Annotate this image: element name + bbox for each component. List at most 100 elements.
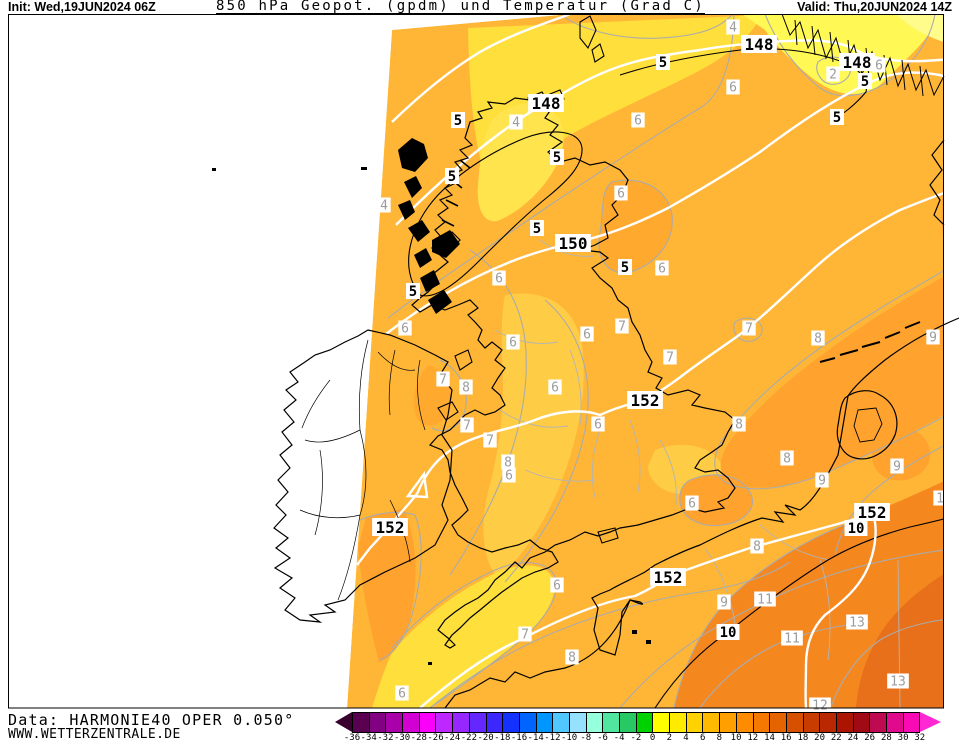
svg-text:9: 9 xyxy=(929,331,937,346)
colorbar-cell xyxy=(369,713,387,732)
temperature-fill-layer xyxy=(347,14,944,708)
map-frame xyxy=(8,14,944,709)
header: Init: Wed,19JUN2024 06Z 850 hPa Geopot. … xyxy=(0,0,959,14)
colorbar-cell xyxy=(636,713,654,732)
temperature-label-minor: 6 xyxy=(550,577,564,594)
svg-text:7: 7 xyxy=(463,419,471,434)
data-source-label: Data: HARMONIE40 OPER 0.050° xyxy=(8,711,295,729)
svg-text:8: 8 xyxy=(462,381,470,396)
colorbar-tick: 4 xyxy=(683,733,689,741)
svg-text:11: 11 xyxy=(757,593,773,608)
temperature-label-major: 10 xyxy=(716,624,740,641)
geopotential-label: 148 xyxy=(528,94,564,113)
svg-text:8: 8 xyxy=(504,456,512,471)
svg-text:5: 5 xyxy=(833,110,841,126)
colorbar-cell xyxy=(836,713,854,732)
colorbar-tick: 0 xyxy=(649,733,656,741)
temperature-label-minor: 8 xyxy=(565,649,579,666)
temperature-label-minor: 13 xyxy=(846,614,868,631)
colorbar-cell xyxy=(653,713,671,732)
admin-borders-layer xyxy=(494,239,901,709)
svg-text:5: 5 xyxy=(409,284,417,300)
temperature-label-minor: 6 xyxy=(548,379,562,396)
svg-text:5: 5 xyxy=(621,260,629,276)
svg-text:1: 1 xyxy=(936,492,944,507)
colorbar-tick: -18 xyxy=(494,733,511,741)
colorbar-tick: -30 xyxy=(393,733,411,741)
colorbar-tick: -6 xyxy=(597,733,608,741)
colorbar-tick: -12 xyxy=(544,733,561,741)
colorbar-tick: -4 xyxy=(613,733,625,741)
colorbar-cell xyxy=(403,713,420,732)
temperature-label-minor: 6 xyxy=(506,334,520,351)
map-labels-layer: 148 148 148 150 152 152 152 152 5 5 5 5 5 5 5 5 5 10 10 4 4 4… xyxy=(372,19,947,714)
svg-text:10: 10 xyxy=(720,625,737,641)
svg-text:4: 4 xyxy=(512,116,520,131)
temperature-contours-minor-layer xyxy=(359,14,944,708)
colorbar-tick: 14 xyxy=(764,733,775,741)
colorbar-cell xyxy=(386,713,404,732)
temperature-label-minor: 7 xyxy=(460,417,474,434)
temperature-label-minor: 9 xyxy=(717,594,731,611)
colorbar-cell xyxy=(803,713,821,732)
map-title: 850 hPa Geopot. (gpdm) und Temperatur (G… xyxy=(216,0,705,14)
colorbar-cell xyxy=(853,713,871,732)
colorbar-tick: -10 xyxy=(560,733,578,741)
colorbar-cell xyxy=(670,713,687,732)
svg-text:6: 6 xyxy=(875,59,883,74)
temperature-label-major: 5 xyxy=(550,149,564,166)
temperature-contours-major-layer xyxy=(408,48,944,708)
temperature-label-minor: 6 xyxy=(492,270,506,287)
svg-text:4: 4 xyxy=(729,21,737,36)
svg-text:6: 6 xyxy=(658,262,666,277)
temperature-label-minor: 4 xyxy=(377,197,391,214)
temperature-label-major: 5 xyxy=(451,112,465,129)
svg-text:11: 11 xyxy=(784,632,800,647)
ireland-borders-layer xyxy=(299,339,426,601)
svg-text:6: 6 xyxy=(401,322,409,337)
temperature-label-minor: 12 xyxy=(809,697,831,714)
temperature-label-minor: 9 xyxy=(815,472,829,489)
svg-text:152: 152 xyxy=(376,518,405,537)
colorbar-tick: 6 xyxy=(699,733,706,741)
svg-text:6: 6 xyxy=(553,579,561,594)
colorbar-cell xyxy=(469,713,487,732)
valid-time-label: Valid: Thu,20JUN2024 14Z xyxy=(797,0,952,14)
colorbar-cell xyxy=(436,713,454,732)
svg-text:5: 5 xyxy=(659,55,667,71)
colorbar-tick: -2 xyxy=(630,733,642,741)
temperature-label-minor: 8 xyxy=(780,450,794,467)
colorbar-tick: -16 xyxy=(510,733,528,741)
svg-text:148: 148 xyxy=(532,94,561,113)
svg-text:5: 5 xyxy=(448,169,456,185)
svg-text:152: 152 xyxy=(858,503,887,522)
temperature-label-minor: 6 xyxy=(395,685,409,702)
temperature-label-minor: 4 xyxy=(726,19,740,36)
colorbar-tick: 16 xyxy=(780,733,792,741)
temperature-label-minor: 11 xyxy=(754,591,776,608)
temperature-label-minor: 7 xyxy=(742,320,756,337)
temperature-label-minor: 8 xyxy=(750,538,764,555)
colorbar-tick: -20 xyxy=(477,733,494,741)
colorbar-tick: 24 xyxy=(847,733,859,741)
temperature-label-major: 5 xyxy=(530,220,544,237)
temperature-label-minor: 8 xyxy=(501,454,515,471)
svg-text:7: 7 xyxy=(618,320,626,335)
colorbar-cell xyxy=(536,713,554,732)
temperature-label-minor: 7 xyxy=(518,626,532,643)
geopotential-label: 148 xyxy=(741,35,777,54)
temperature-label-minor: 6 xyxy=(685,495,699,512)
svg-text:13: 13 xyxy=(849,616,865,631)
svg-text:6: 6 xyxy=(634,114,642,129)
svg-text:152: 152 xyxy=(654,568,683,587)
temperature-label-minor: 1 xyxy=(933,490,947,507)
colorbar-cell xyxy=(786,713,804,732)
temperature-label-minor: 6 xyxy=(502,467,516,484)
website-label: WWW.WETTERZENTRALE.DE xyxy=(8,727,181,741)
colorbar-tick: -8 xyxy=(580,733,592,741)
svg-text:5: 5 xyxy=(533,221,541,237)
colorbar-cell xyxy=(753,713,771,732)
svg-text:6: 6 xyxy=(551,381,559,396)
